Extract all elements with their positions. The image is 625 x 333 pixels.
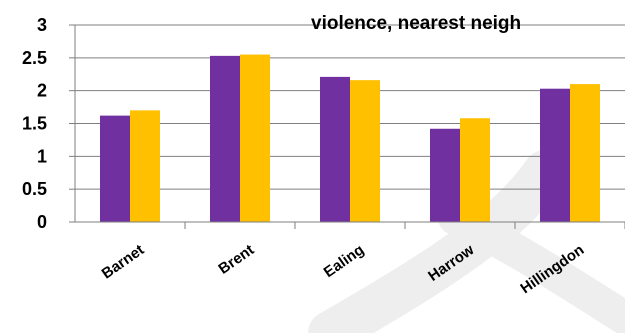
y-tick-labels: 0 0.5 1 1.5 2 2.5 3 <box>22 15 47 232</box>
bars <box>100 54 600 223</box>
x-tick-label: Barnet <box>99 241 148 282</box>
bar <box>570 84 600 222</box>
x-tick-label: Ealing <box>321 241 368 281</box>
bar <box>320 76 350 222</box>
y-tick-label: 1.5 <box>22 114 47 134</box>
chart-title: violence, nearest neigh <box>311 13 521 34</box>
bar <box>350 80 380 222</box>
bar <box>100 115 130 222</box>
bar <box>460 118 490 222</box>
axes <box>69 24 625 229</box>
bar <box>130 110 160 222</box>
x-tick-label: Brent <box>215 241 257 277</box>
bar <box>210 55 240 222</box>
bar <box>240 54 270 222</box>
bar <box>540 88 570 223</box>
y-tick-label: 0.5 <box>22 179 47 199</box>
y-tick-label: 1 <box>37 146 47 166</box>
watermark-stroke-2 <box>438 201 625 333</box>
y-tick-label: 2 <box>37 81 47 101</box>
y-tick-label: 3 <box>37 15 47 35</box>
y-tick-label: 0 <box>37 212 47 232</box>
bar <box>430 128 460 222</box>
watermark <box>308 150 625 333</box>
y-tick-label: 2.5 <box>22 48 47 68</box>
watermark-stroke <box>308 150 567 333</box>
